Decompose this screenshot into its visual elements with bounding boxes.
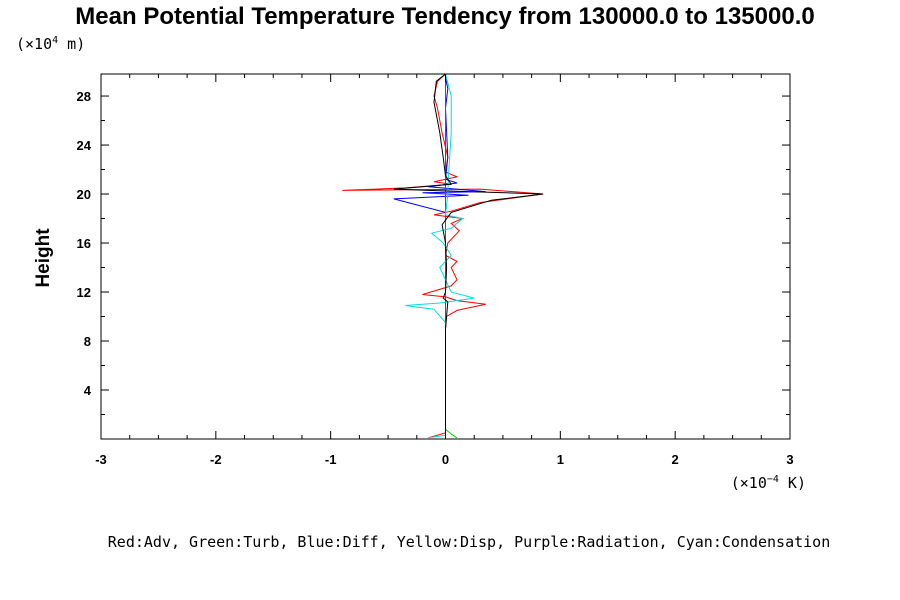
y-unit-label: (×104 m) (16, 35, 85, 53)
y-tick-label: 24 (77, 138, 92, 153)
x-tick-label: 2 (672, 452, 679, 467)
x-tick-label: 3 (786, 452, 793, 467)
y-tick-label: 8 (84, 334, 91, 349)
x-unit-label: (×10−4 K) (731, 474, 806, 492)
legend-text: Red:Adv, Green:Turb, Blue:Diff, Yellow:D… (108, 533, 830, 551)
y-tick-label: 4 (84, 383, 92, 398)
series-line-condensation (405, 73, 475, 439)
x-tick-label: -3 (95, 452, 107, 467)
x-tick-label: 0 (442, 452, 449, 467)
series-group (342, 73, 544, 439)
y-axis-label: Height (33, 228, 54, 288)
y-tick-label: 20 (77, 187, 91, 202)
chart-title: Mean Potential Temperature Tendency from… (75, 3, 814, 30)
x-tick-label: -2 (210, 452, 222, 467)
x-tick-label: 1 (557, 452, 564, 467)
series-line-adv (342, 73, 544, 439)
y-tick-label: 28 (77, 89, 91, 104)
series-line-total (393, 73, 544, 439)
y-tick-label: 16 (77, 236, 91, 251)
x-tick-label: -1 (325, 452, 337, 467)
y-tick-label: 12 (77, 285, 91, 300)
plot-frame (100, 73, 791, 440)
